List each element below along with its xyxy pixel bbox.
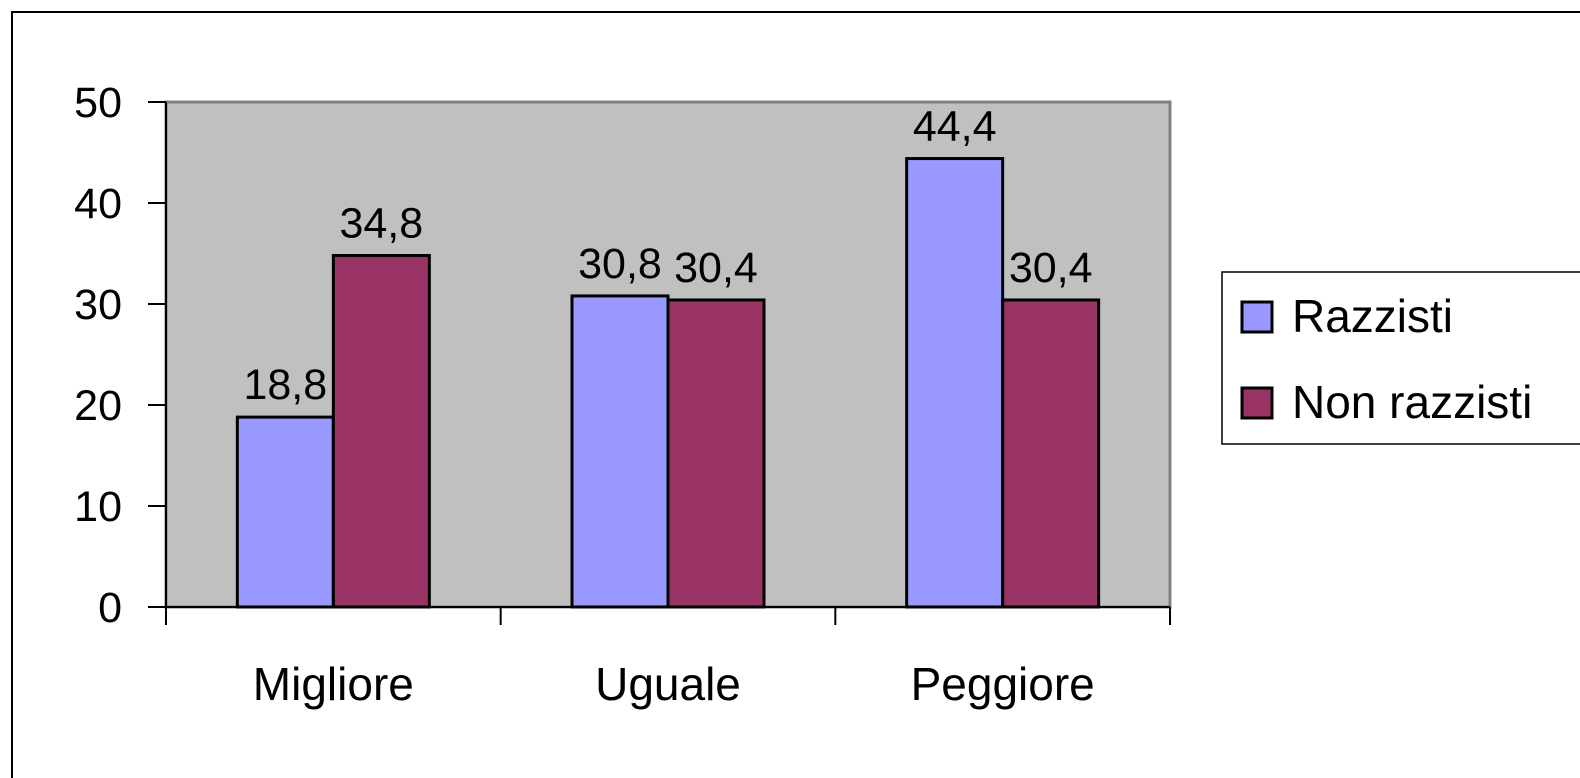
- y-tick-label: 50: [74, 79, 122, 127]
- y-tick-label: 40: [74, 180, 122, 228]
- bar-razzisti-migliore: [235, 415, 335, 609]
- data-label: 30,4: [1009, 244, 1093, 292]
- data-label: 44,4: [913, 103, 997, 151]
- y-tick-label: 20: [74, 382, 122, 430]
- legend-label: Non razzisti: [1292, 376, 1532, 428]
- axes-layer: [148, 101, 1171, 625]
- bar-non-razzisti-peggiore: [1001, 298, 1101, 609]
- bar-razzisti-uguale: [570, 294, 670, 609]
- x-tick-label: Migliore: [253, 658, 414, 710]
- legend-label: Razzisti: [1292, 290, 1453, 342]
- legend-swatch-razzisti: [1240, 300, 1274, 334]
- data-label: 34,8: [339, 200, 423, 248]
- bar-non-razzisti-uguale: [666, 298, 766, 609]
- x-tick-label: Uguale: [595, 658, 741, 710]
- y-tick-label: 10: [74, 483, 122, 531]
- bar-razzisti-peggiore: [905, 157, 1005, 609]
- data-label: 18,8: [243, 361, 327, 409]
- y-tick-label: 30: [74, 281, 122, 329]
- x-tick-label: Peggiore: [911, 658, 1095, 710]
- y-tick-label: 0: [98, 584, 122, 632]
- legend-swatch-non-razzisti: [1240, 386, 1274, 420]
- bars-layer: [235, 157, 1101, 609]
- bar-non-razzisti-migliore: [331, 254, 431, 609]
- data-label: 30,4: [674, 244, 758, 292]
- legend: Razzisti Non razzisti: [1221, 271, 1580, 445]
- legend-box: [1221, 271, 1580, 445]
- data-label: 30,8: [578, 240, 662, 288]
